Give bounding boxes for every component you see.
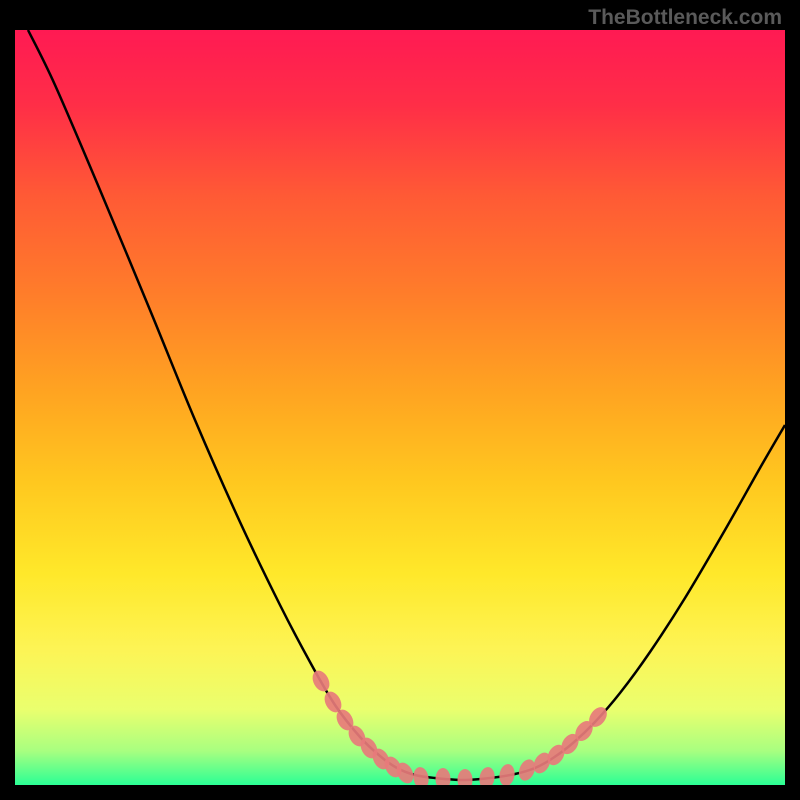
- marker-point: [478, 766, 497, 785]
- marker-point: [309, 668, 333, 694]
- plot-area: [15, 30, 785, 785]
- chart-container: TheBottleneck.com: [0, 0, 800, 800]
- marker-point: [412, 766, 431, 785]
- performance-curve: [28, 30, 785, 780]
- marker-point: [436, 768, 451, 785]
- markers-group: [309, 668, 610, 785]
- marker-point: [458, 769, 473, 785]
- curve-layer: [15, 30, 785, 785]
- marker-point: [498, 763, 517, 785]
- watermark-text: TheBottleneck.com: [588, 6, 782, 30]
